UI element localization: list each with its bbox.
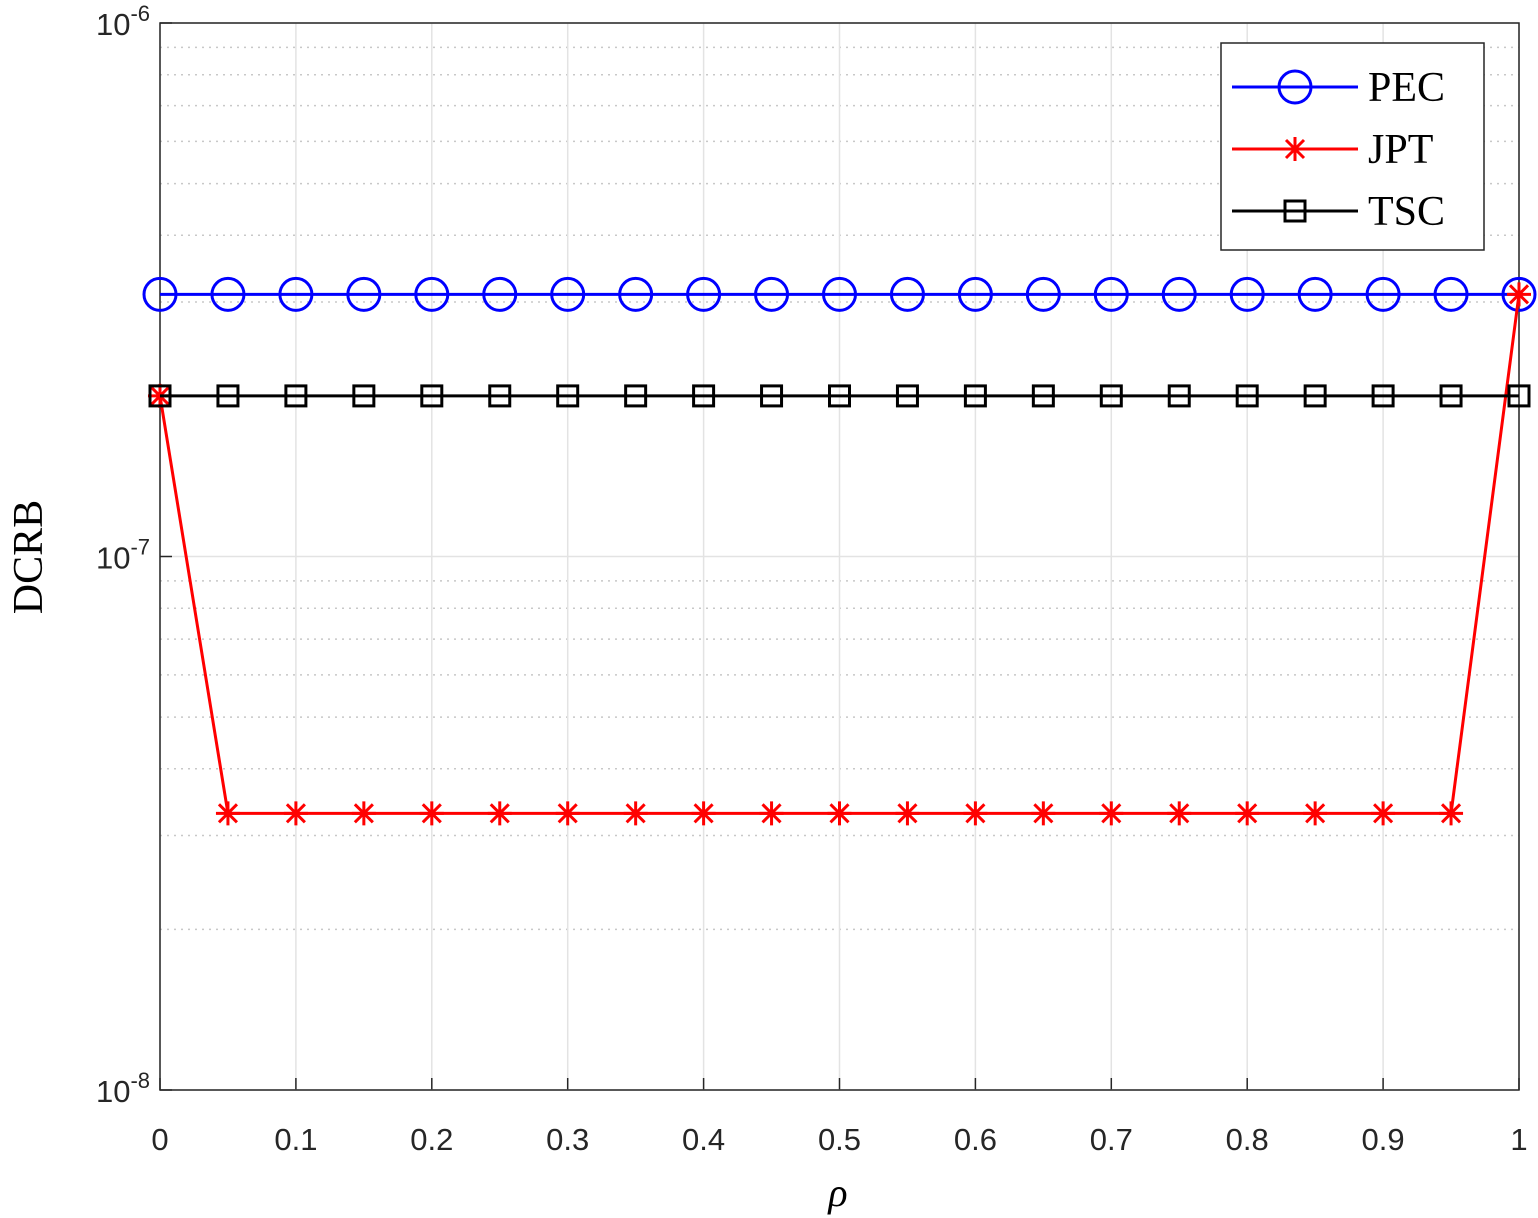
legend-entry: JPT — [1232, 127, 1433, 173]
marker — [1439, 801, 1464, 826]
marker — [1167, 801, 1192, 826]
marker — [215, 801, 240, 826]
marker — [1025, 276, 1061, 312]
marker — [1235, 801, 1260, 826]
marker — [556, 384, 580, 408]
marker — [963, 801, 988, 826]
marker — [352, 384, 376, 408]
marker — [1297, 276, 1333, 312]
marker — [827, 801, 852, 826]
marker — [420, 384, 444, 408]
x-tick-label: 0.3 — [546, 1122, 589, 1157]
x-tick-label: 0.1 — [274, 1122, 317, 1157]
marker — [142, 276, 178, 312]
marker — [216, 384, 240, 408]
legend-marker — [1283, 199, 1307, 223]
series — [148, 282, 1531, 826]
marker — [487, 801, 512, 826]
marker — [1235, 384, 1259, 408]
marker — [760, 384, 784, 408]
marker — [623, 801, 648, 826]
marker — [1303, 801, 1328, 826]
marker — [754, 276, 790, 312]
y-axis-label: DCRB — [6, 500, 52, 614]
series — [148, 384, 1531, 408]
legend-label: JPT — [1368, 127, 1433, 173]
marker — [1161, 276, 1197, 312]
marker — [1303, 384, 1327, 408]
marker — [283, 801, 308, 826]
marker — [482, 276, 518, 312]
marker — [419, 801, 444, 826]
marker — [1439, 384, 1463, 408]
marker — [1507, 384, 1531, 408]
marker — [692, 384, 716, 408]
x-tick-label: 1 — [1510, 1122, 1527, 1157]
marker — [1031, 384, 1055, 408]
marker — [1031, 801, 1056, 826]
marker — [618, 276, 654, 312]
marker — [1229, 276, 1265, 312]
x-tick-label: 0.7 — [1090, 1122, 1133, 1157]
marker — [1501, 276, 1537, 312]
legend-label: PEC — [1368, 65, 1445, 111]
x-tick-label: 0.2 — [410, 1122, 453, 1157]
marker — [1371, 384, 1395, 408]
legend-marker — [1277, 69, 1313, 105]
legend-entry: PEC — [1232, 65, 1445, 111]
marker — [1167, 384, 1191, 408]
marker — [488, 384, 512, 408]
marker — [1099, 384, 1123, 408]
marker — [895, 384, 919, 408]
marker — [1433, 276, 1469, 312]
marker — [895, 801, 920, 826]
legend-label: TSC — [1368, 189, 1445, 235]
x-tick-label: 0.9 — [1362, 1122, 1405, 1157]
x-tick-label: 0.5 — [818, 1122, 861, 1157]
x-axis-label: ρ — [826, 1170, 847, 1215]
marker — [759, 801, 784, 826]
marker — [346, 276, 382, 312]
x-tick-label: 0.8 — [1226, 1122, 1269, 1157]
marker — [963, 384, 987, 408]
series — [142, 276, 1537, 312]
x-tick-label: 0.4 — [682, 1122, 725, 1157]
marker — [1365, 276, 1401, 312]
legend-entry: TSC — [1232, 189, 1445, 235]
x-tick-label: 0.6 — [954, 1122, 997, 1157]
y-tick-label: 10-7 — [96, 535, 150, 576]
marker — [1099, 801, 1124, 826]
axes-box — [159, 22, 1520, 1091]
y-tick-label: 10-8 — [96, 1068, 150, 1109]
marker — [555, 801, 580, 826]
marker — [148, 384, 172, 408]
marker — [822, 276, 857, 312]
marker — [278, 276, 314, 312]
marker — [624, 384, 648, 408]
marker — [691, 801, 716, 826]
marker — [1371, 801, 1396, 826]
marker — [1507, 282, 1531, 307]
y-tick-label: 10-6 — [96, 1, 150, 42]
marker — [686, 276, 722, 312]
marker — [1093, 276, 1129, 312]
marker — [828, 384, 851, 408]
marker — [284, 384, 308, 408]
marker — [210, 276, 246, 312]
marker — [550, 276, 586, 312]
x-tick-label: 0 — [151, 1122, 168, 1157]
marker — [414, 276, 450, 312]
legend-box — [1220, 42, 1485, 251]
legend-marker — [1283, 137, 1307, 161]
marker — [889, 276, 925, 312]
marker — [957, 276, 993, 312]
marker — [351, 801, 376, 826]
